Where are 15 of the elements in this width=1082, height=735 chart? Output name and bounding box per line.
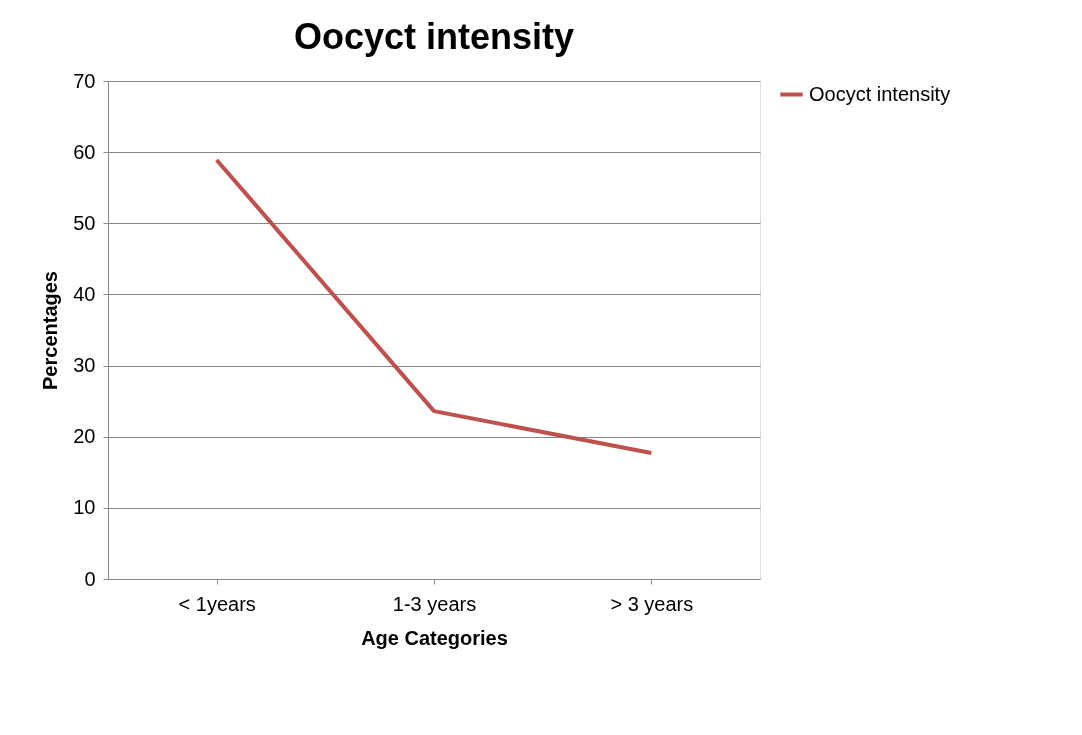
legend-label: Oocyct intensity [809,82,951,105]
y-tick-label: 10 [73,496,96,519]
y-tick-label: 40 [73,282,96,305]
x-tick-label: 1-3 years [392,592,477,615]
y-tick-label: 20 [73,425,96,448]
x-tick-label: > 3 years [610,592,694,615]
y-tick-label: 70 [73,69,96,92]
x-tick-label: < 1years [178,592,256,615]
y-tick-label: 60 [73,140,96,163]
y-tick-label: 50 [73,211,96,234]
y-tick-label: 30 [73,354,96,377]
chart-title: Oocyct intensity [293,16,575,57]
y-axis-title: Percentages [39,271,62,390]
x-axis-title: Age Categories [361,626,508,649]
y-tick-label: 0 [84,567,96,590]
